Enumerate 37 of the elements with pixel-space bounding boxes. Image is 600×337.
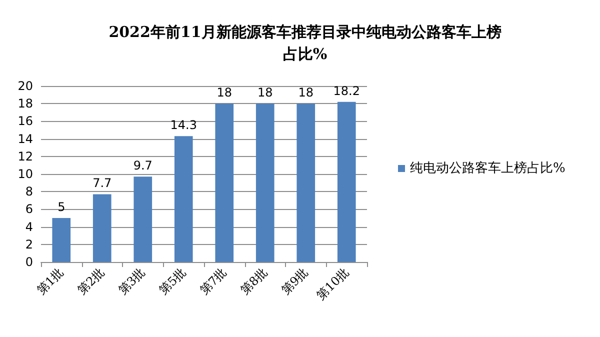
x-tick-label: 第10批 bbox=[314, 265, 352, 303]
x-tick-label: 第9批 bbox=[278, 265, 311, 298]
x-tick-label: 第8批 bbox=[238, 265, 270, 298]
data-label: 7.7 bbox=[92, 176, 112, 190]
data-label: 14.3 bbox=[170, 118, 197, 132]
y-tick-label: 6 bbox=[25, 202, 33, 216]
x-tick-label: 第7批 bbox=[197, 265, 230, 298]
bar bbox=[92, 194, 112, 262]
data-label: 18 bbox=[216, 86, 232, 100]
bar bbox=[174, 136, 193, 262]
y-tick-label: 16 bbox=[18, 114, 33, 128]
data-label: 18 bbox=[257, 86, 273, 100]
data-label: 9.7 bbox=[133, 158, 152, 173]
data-label: 18 bbox=[298, 86, 314, 100]
x-tick-label: 第3批 bbox=[116, 265, 148, 298]
bar bbox=[256, 104, 274, 262]
data-label: 18.2 bbox=[333, 84, 360, 98]
bar bbox=[215, 104, 234, 262]
data-label: 5 bbox=[58, 200, 66, 214]
x-tick-label: 第5批 bbox=[156, 265, 189, 298]
y-tick-label: 10 bbox=[18, 167, 33, 181]
y-tick-label: 12 bbox=[18, 149, 33, 164]
y-tick-label: 8 bbox=[25, 184, 33, 199]
y-tick-label: 0 bbox=[25, 255, 33, 269]
y-tick-label: 4 bbox=[25, 220, 33, 234]
x-tick-label: 第2批 bbox=[74, 265, 108, 298]
chart-title: 2022年前11月新能源客车推荐目录中纯电动公路客车上榜占比% bbox=[108, 23, 502, 63]
bar bbox=[337, 102, 356, 262]
y-tick-label: 20 bbox=[18, 79, 33, 93]
legend-label: 纯电动公路客车上榜占比% bbox=[410, 160, 566, 176]
y-tick-label: 2 bbox=[25, 237, 33, 252]
bar bbox=[52, 218, 71, 262]
x-tick-label: 第1批 bbox=[34, 265, 66, 298]
bar bbox=[134, 176, 152, 262]
bar bbox=[296, 104, 316, 262]
y-tick-label: 18 bbox=[18, 96, 33, 111]
y-tick-label: 14 bbox=[18, 132, 33, 146]
